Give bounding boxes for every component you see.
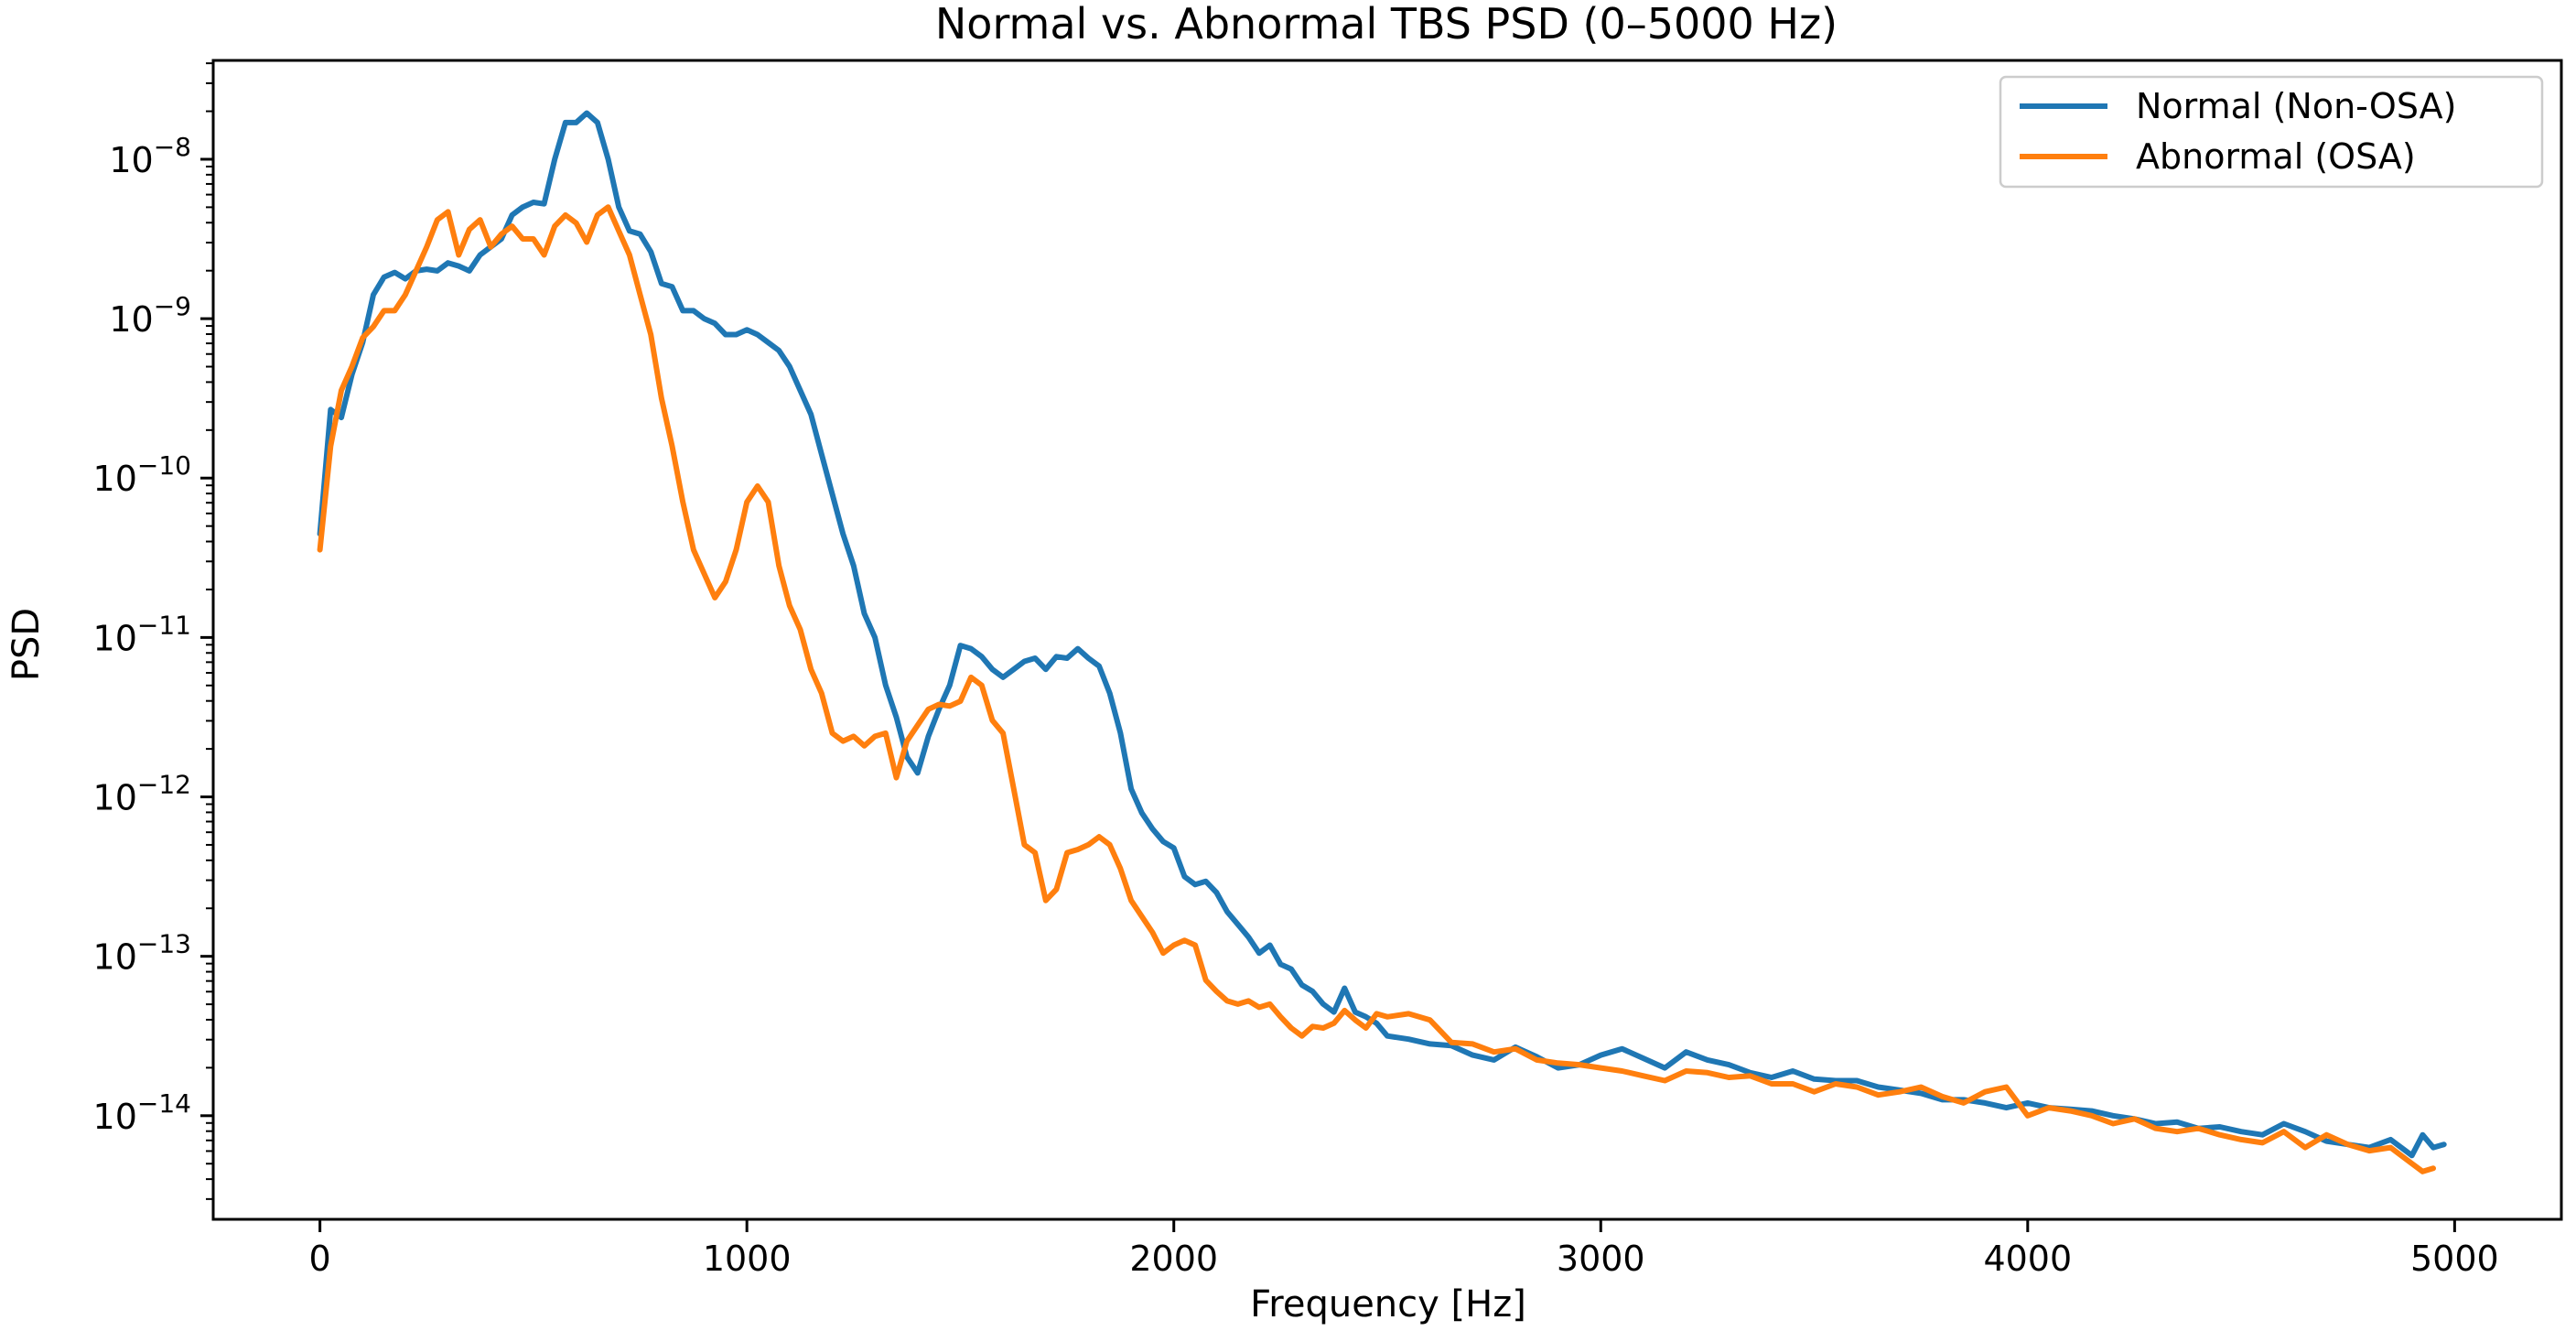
x-tick-label: 2000 — [1129, 1239, 1218, 1279]
legend-box — [1999, 75, 2544, 189]
x-tick-label: 4000 — [1983, 1239, 2072, 1279]
x-tick-label: 3000 — [1557, 1239, 1645, 1279]
legend-label-abnormal: Abnormal (OSA) — [2136, 136, 2416, 177]
y-tick-label: 10−11 — [93, 610, 191, 658]
legend: Normal (Non-OSA) Abnormal (OSA) — [1999, 75, 2544, 189]
chart-title: Normal vs. Abnormal TBS PSD (0–5000 Hz) — [935, 0, 1838, 49]
y-tick-label: 10−13 — [93, 929, 191, 978]
y-axis-label: PSD — [5, 608, 48, 681]
y-tick-label: 10−9 — [109, 291, 191, 340]
legend-label-normal: Normal (Non-OSA) — [2136, 86, 2456, 126]
series-line-abnormal — [317, 204, 2436, 1174]
plot-frame — [211, 59, 2563, 1221]
y-tick-label: 10−10 — [93, 450, 191, 499]
y-tick-label: 10−12 — [93, 770, 191, 818]
y-tick-label: 10−14 — [93, 1088, 191, 1137]
x-tick-label: 5000 — [2410, 1239, 2499, 1279]
y-tick-label: 10−8 — [109, 132, 191, 180]
x-axis-label: Frequency [Hz] — [1250, 1283, 1526, 1326]
x-tick-label: 1000 — [703, 1239, 792, 1279]
series-line-normal — [317, 110, 2447, 1159]
x-tick-label: 0 — [309, 1239, 331, 1279]
